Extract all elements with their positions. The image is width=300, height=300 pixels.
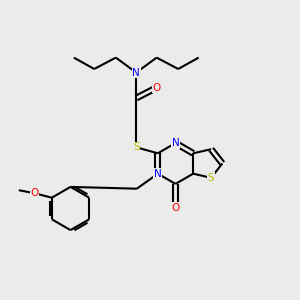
Text: O: O [171,203,180,213]
Text: N: N [172,138,179,148]
Text: N: N [132,68,140,78]
Text: O: O [30,188,38,198]
Text: N: N [154,169,162,179]
Text: S: S [208,173,214,183]
Text: O: O [152,82,161,93]
Text: S: S [133,142,140,152]
